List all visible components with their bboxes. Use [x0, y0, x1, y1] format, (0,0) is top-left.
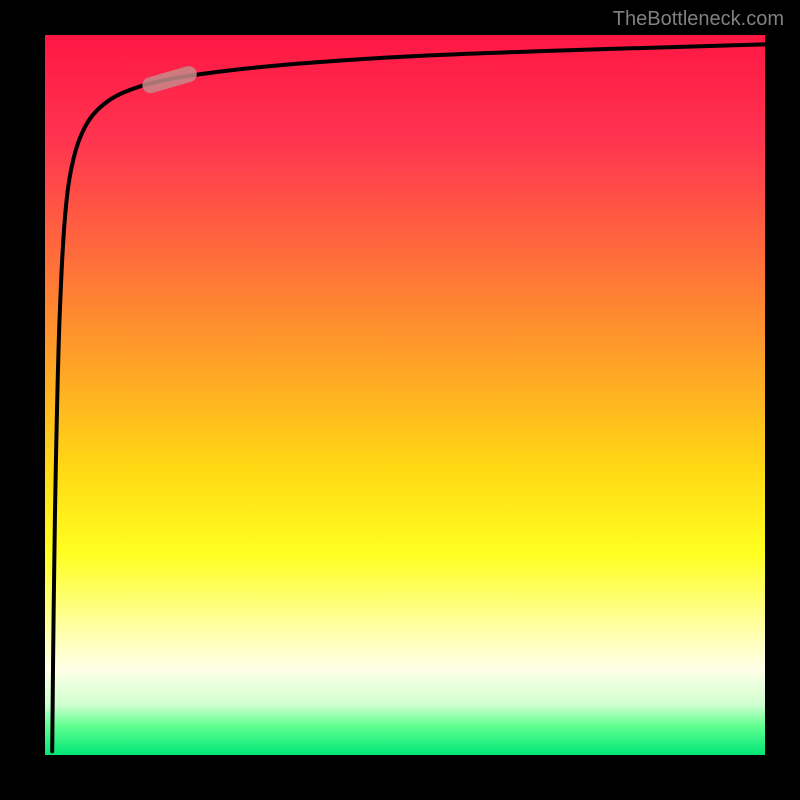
chart-curve-layer — [45, 35, 765, 755]
chart-curve — [52, 44, 765, 751]
chart-marker — [140, 64, 198, 95]
watermark-text: TheBottleneck.com — [613, 8, 784, 31]
chart-plot-area — [45, 35, 765, 755]
